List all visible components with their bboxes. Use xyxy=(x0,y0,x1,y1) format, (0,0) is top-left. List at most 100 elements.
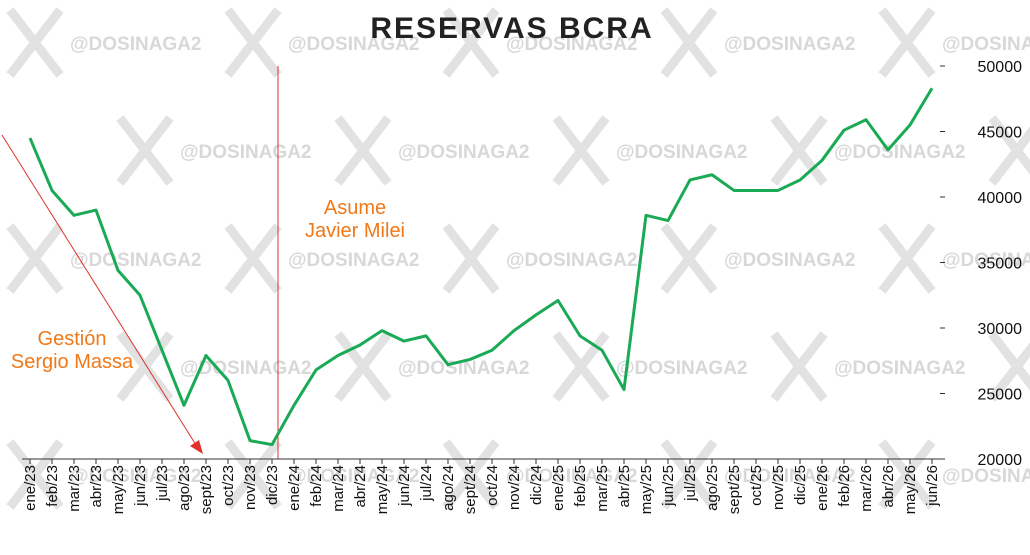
watermark-logo xyxy=(660,223,718,294)
x-tick-label: may/25 xyxy=(638,465,655,514)
watermark-logo xyxy=(116,115,174,186)
annotation: Gestión Sergio Massa xyxy=(11,328,134,373)
watermark-logo xyxy=(6,223,64,294)
x-tick-label: nov/23 xyxy=(242,465,259,510)
annotation: Asume Javier Milei xyxy=(305,197,405,242)
y-tick-label: 35000 xyxy=(978,256,1023,273)
massa-arrow xyxy=(1,134,197,446)
x-tick-label: may/23 xyxy=(110,465,127,514)
watermark-text: @DOSINAGA2 xyxy=(506,466,638,487)
watermark-text: @DOSINAGA2 xyxy=(70,250,202,271)
x-tick-label: oct/25 xyxy=(748,465,765,506)
watermark-text: @DOSINAGA2 xyxy=(398,358,530,379)
watermark-logo xyxy=(878,7,936,78)
series-line xyxy=(28,87,934,447)
watermark-logo xyxy=(988,115,1030,186)
x-tick-label: mar/26 xyxy=(858,465,875,512)
watermark-text: @DOSINAGA2 xyxy=(724,250,856,271)
x-tick-label: feb/26 xyxy=(836,465,853,507)
watermark-logo xyxy=(224,439,282,510)
watermark-text: @DOSINAGA2 xyxy=(724,466,856,487)
watermark-text: @DOSINAGA2 xyxy=(616,358,748,379)
watermark-logo xyxy=(770,115,828,186)
x-tick-label: dic/23 xyxy=(264,465,281,505)
x-tick-label: jun/25 xyxy=(660,465,677,507)
x-tick-label: ene/24 xyxy=(286,465,303,511)
x-tick-label: ago/23 xyxy=(176,465,193,511)
x-tick-label: oct/24 xyxy=(484,465,501,506)
watermark-logo xyxy=(878,439,936,510)
y-tick-label: 40000 xyxy=(978,190,1023,207)
watermark-text: @DOSINAGA2 xyxy=(288,250,420,271)
arrow-head xyxy=(190,440,203,454)
x-tick-label: jun/23 xyxy=(132,465,149,507)
x-tick-label: abr/23 xyxy=(88,465,105,508)
watermark-text: @DOSINAGA2 xyxy=(942,34,1030,55)
x-tick-label: abr/26 xyxy=(880,465,897,508)
watermark-text: @DOSINAGA2 xyxy=(398,142,530,163)
watermark-text: @DOSINAGA2 xyxy=(506,250,638,271)
x-tick-label: may/26 xyxy=(902,465,919,514)
x-tick-label: dic/24 xyxy=(528,465,545,505)
watermark-text: @DOSINAGA2 xyxy=(724,34,856,55)
watermark-logo xyxy=(552,115,610,186)
x-tick-label: feb/24 xyxy=(308,465,325,507)
watermark-logo xyxy=(116,331,174,402)
x-tick-label: may/24 xyxy=(374,465,391,514)
watermark-text: @DOSINAGA2 xyxy=(180,142,312,163)
watermark-text: @DOSINAGA2 xyxy=(942,466,1030,487)
x-tick-label: jun/26 xyxy=(924,465,941,507)
x-tick-label: sept/23 xyxy=(198,465,215,514)
watermark-logo xyxy=(770,331,828,402)
x-tick-label: mar/23 xyxy=(66,465,83,512)
watermark-logo xyxy=(334,115,392,186)
watermark-logo xyxy=(878,223,936,294)
y-tick-label: 30000 xyxy=(978,321,1023,338)
x-tick-label: ene/25 xyxy=(550,465,567,511)
watermark-logo xyxy=(660,439,718,510)
x-tick-label: mar/24 xyxy=(330,465,347,512)
x-tick-label: feb/25 xyxy=(572,465,589,507)
x-tick-label: ene/26 xyxy=(814,465,831,511)
watermark-logo xyxy=(442,439,500,510)
y-tick-label: 25000 xyxy=(978,387,1023,404)
x-tick-label: dic/25 xyxy=(792,465,809,505)
watermark-logo xyxy=(442,7,500,78)
watermark-text: @DOSINAGA2 xyxy=(70,34,202,55)
watermark-text: @DOSINAGA2 xyxy=(506,34,638,55)
watermark-logo xyxy=(442,223,500,294)
y-tick-label: 50000 xyxy=(978,59,1023,76)
watermark-text: @DOSINAGA2 xyxy=(288,466,420,487)
x-tick-label: jul/24 xyxy=(418,465,435,502)
watermark-text: @DOSINAGA2 xyxy=(834,142,966,163)
x-tick-label: feb/23 xyxy=(44,465,61,507)
watermark-text: @DOSINAGA2 xyxy=(288,34,420,55)
x-tick-label: jul/25 xyxy=(682,465,699,502)
x-tick-label: abr/25 xyxy=(616,465,633,508)
x-tick-label: jun/24 xyxy=(396,465,413,507)
x-tick-label: ago/25 xyxy=(704,465,721,511)
x-tick-label: sept/24 xyxy=(462,465,479,514)
y-tick-label: 20000 xyxy=(978,452,1023,469)
watermark-logo xyxy=(224,223,282,294)
x-tick-label: sept/25 xyxy=(726,465,743,514)
watermarks: @DOSINAGA2 @DOSINAGA2 @DOSINAGA2 @DOSINAGA2… xyxy=(6,7,1030,510)
x-tick-label: mar/25 xyxy=(594,465,611,512)
watermark-logo xyxy=(224,7,282,78)
watermark-logo xyxy=(660,7,718,78)
watermark-logo xyxy=(988,331,1030,402)
watermark-logo xyxy=(6,439,64,510)
x-tick-label: ago/24 xyxy=(440,465,457,511)
watermark-text: @DOSINAGA2 xyxy=(942,250,1030,271)
watermark-text: @DOSINAGA2 xyxy=(616,142,748,163)
y-tick-label: 45000 xyxy=(978,125,1023,142)
chart-title: RESERVAS BCRA xyxy=(370,12,653,45)
x-tick-label: abr/24 xyxy=(352,465,369,508)
watermark-logo xyxy=(552,331,610,402)
x-tick-label: jul/23 xyxy=(154,465,171,502)
watermark-logo xyxy=(6,7,64,78)
watermark-text: @DOSINAGA2 xyxy=(70,466,202,487)
x-tick-label: nov/24 xyxy=(506,465,523,510)
x-tick-label: oct/23 xyxy=(220,465,237,506)
